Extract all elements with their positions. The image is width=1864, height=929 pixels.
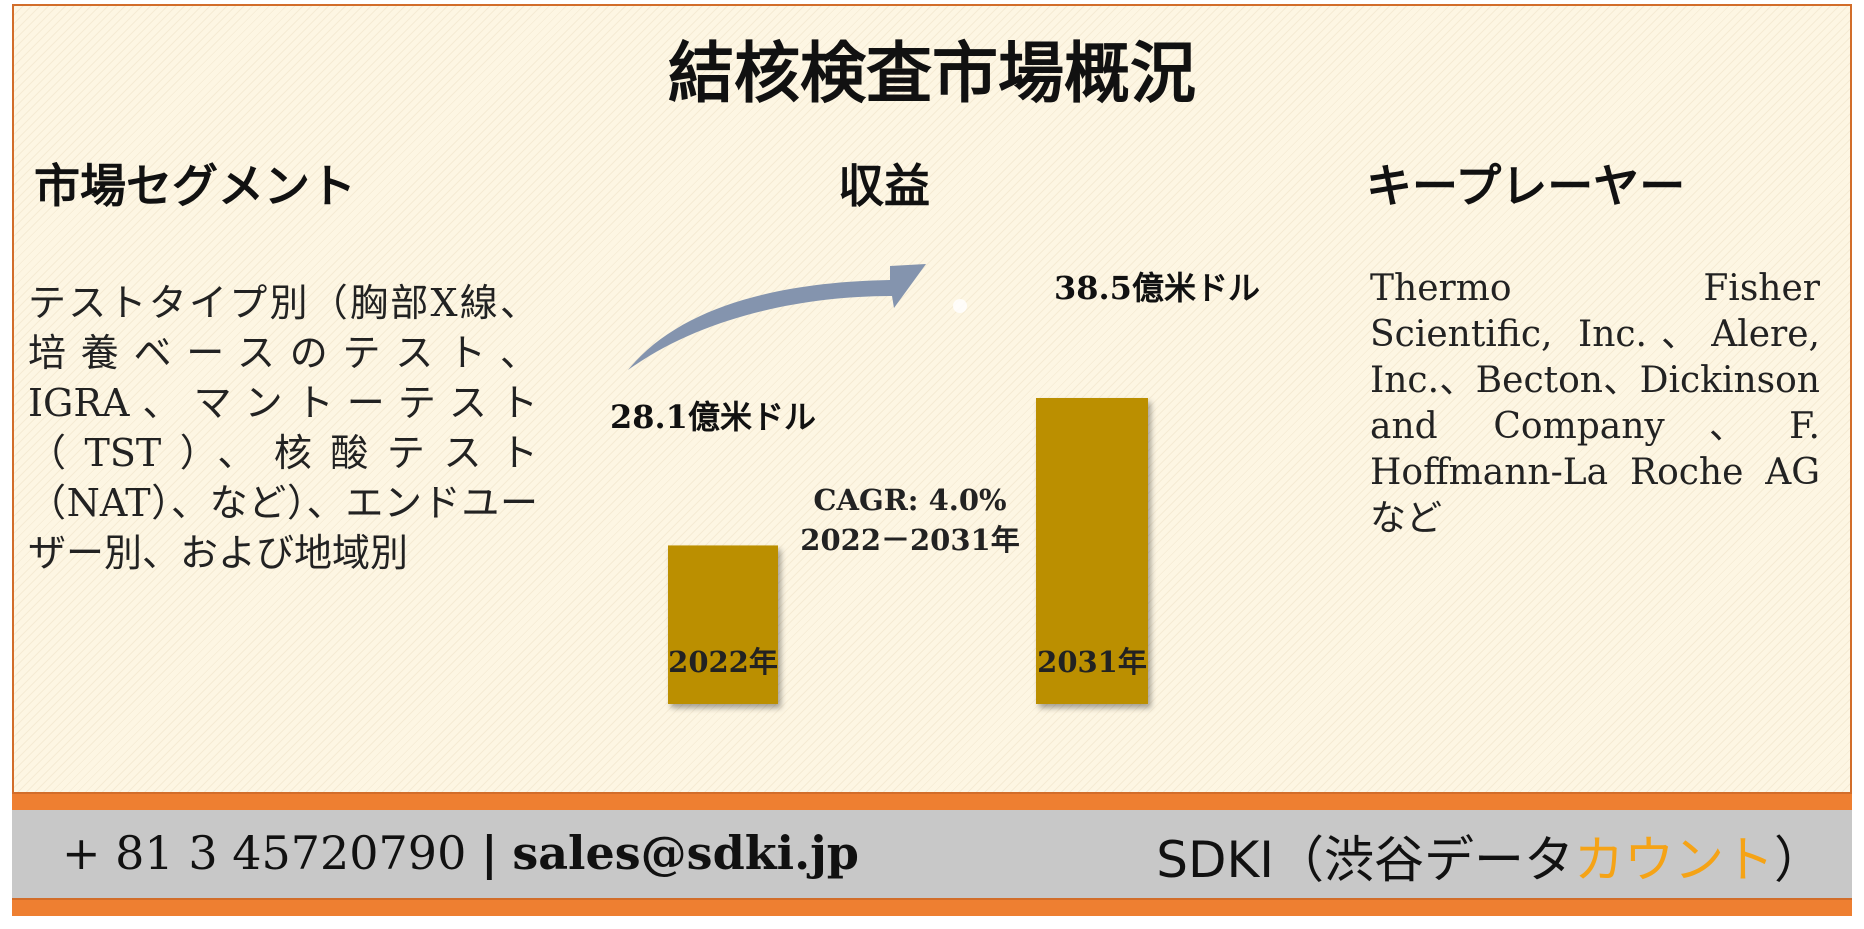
brand-end: ） bbox=[1774, 831, 1824, 889]
brand-logo: SDKI（渋谷データカウント） bbox=[1156, 820, 1824, 892]
segment-heading: 市場セグメント bbox=[34, 159, 356, 213]
email-link[interactable]: sales@sdki.jp bbox=[512, 826, 859, 880]
cagr-label: CAGR: 4.0% bbox=[813, 483, 1006, 517]
cagr-period: 2022－2031年 bbox=[800, 523, 1019, 557]
footer-stripe-bottom bbox=[12, 900, 1852, 916]
bar-2022 bbox=[668, 545, 778, 704]
brand-name: SDKI（渋谷データ bbox=[1156, 831, 1574, 889]
bar-label-2022: 2022年 bbox=[668, 645, 778, 679]
bar-2031 bbox=[1036, 398, 1148, 704]
brand-accent: カウント bbox=[1574, 831, 1774, 889]
segment-text: テストタイプ別（胸部X線、培養ベースのテスト、IGRA、マントーテスト（TST）… bbox=[28, 281, 538, 575]
value-label-2022: 28.1億米ドル bbox=[610, 398, 816, 436]
bar-label-2031: 2031年 bbox=[1037, 645, 1147, 679]
revenue-chart: 2022年 2031年 28.1億米ドル 38.5億米ドル CAGR: 4.0%… bbox=[610, 264, 1260, 704]
separator: | bbox=[480, 826, 498, 880]
overview-panel bbox=[12, 4, 1852, 794]
phone-number[interactable]: + 81 3 45720790 bbox=[62, 826, 467, 880]
revenue-heading: 収益 bbox=[838, 159, 930, 213]
arrow-dot bbox=[953, 299, 967, 313]
footer-bar bbox=[12, 810, 1852, 900]
footer-stripe-top bbox=[12, 794, 1852, 810]
contact-info: + 81 3 45720790 | sales@sdki.jp bbox=[62, 826, 859, 880]
players-text: Thermo Fisher Scientific, Inc.、Alere, In… bbox=[1370, 268, 1820, 539]
players-heading: キープレーヤー bbox=[1366, 159, 1686, 213]
value-label-2031: 38.5億米ドル bbox=[1054, 269, 1260, 307]
growth-arrow bbox=[628, 264, 926, 370]
page-title: 結核検査市場概況 bbox=[668, 34, 1196, 112]
